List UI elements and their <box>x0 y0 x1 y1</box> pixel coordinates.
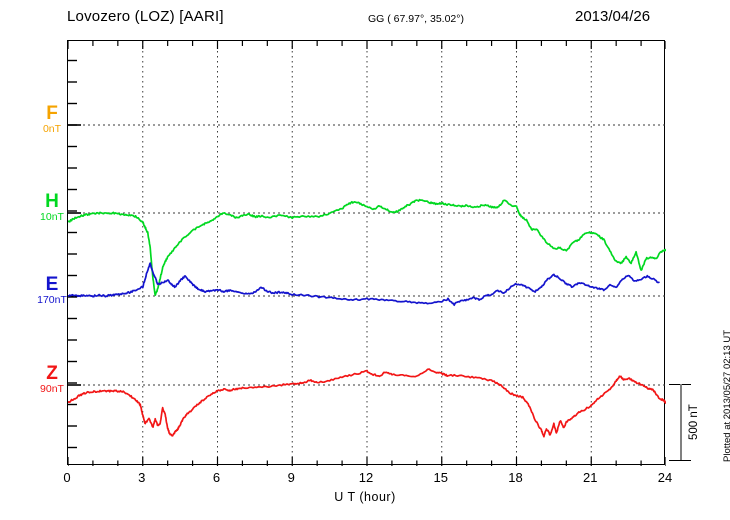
x-axis-tick-3: 3 <box>138 470 146 485</box>
component-scale-E: 170nT <box>37 294 67 306</box>
component-scale-F: 0nT <box>42 123 62 135</box>
scale-bar-label: 500 nT <box>688 404 700 440</box>
component-letter-H: H <box>45 191 59 212</box>
component-scale-Z: 90nT <box>40 383 64 395</box>
component-label-E: E 170nT <box>22 275 82 307</box>
x-axis-tick-24: 24 <box>657 470 673 485</box>
scale-bar-bottom-cap <box>669 459 691 461</box>
component-label-H: H 10nT <box>22 192 82 224</box>
x-axis-tick-21: 21 <box>583 470 598 485</box>
x-axis-tick-6: 6 <box>212 470 221 485</box>
component-label-F: F 0nT <box>22 104 82 136</box>
plotted-at-timestamp: Plotted at 2013/05/27 02:13 UT <box>722 329 730 462</box>
x-axis-tick-15: 15 <box>433 470 448 485</box>
page-title: Lovozero (LOZ) [AARI] <box>67 8 224 25</box>
component-scale-H: 10nT <box>40 211 64 223</box>
scale-bar-line <box>680 384 682 461</box>
component-label-Z: Z 90nT <box>22 364 82 396</box>
x-axis-tick-9: 9 <box>287 470 295 485</box>
x-axis-tick-18: 18 <box>508 470 523 485</box>
x-axis-tick-0: 0 <box>63 470 71 485</box>
x-axis-title: U T (hour) <box>0 490 730 504</box>
component-letter-F: F <box>46 103 58 124</box>
plot-area <box>67 40 666 466</box>
component-letter-E: E <box>45 274 59 295</box>
x-axis-tick-12: 12 <box>358 470 374 485</box>
observation-date: 2013/04/26 <box>575 8 651 25</box>
amplitude-scale-bar <box>669 384 691 461</box>
geographic-coordinates: GG ( 67.97°, 35.02°) <box>368 13 464 25</box>
component-letter-Z: Z <box>46 363 58 384</box>
magnetogram-traces <box>68 41 666 466</box>
x-axis-title-text: U T (hour) <box>334 490 396 504</box>
